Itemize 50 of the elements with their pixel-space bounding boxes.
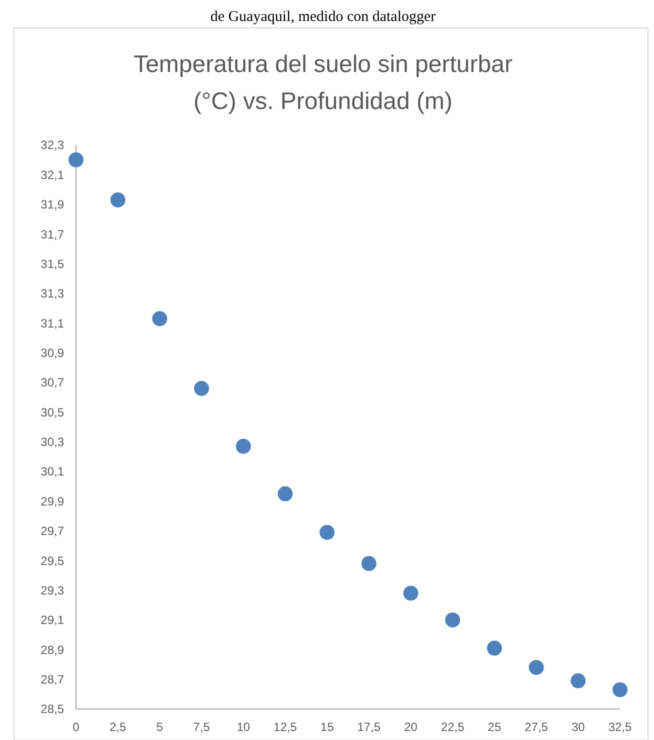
x-tick-label: 27,5 [524, 720, 548, 734]
y-tick-label: 31,3 [40, 286, 64, 301]
y-tick-label: 29,9 [40, 494, 64, 508]
y-tick-label: 30,1 [40, 464, 64, 479]
chart-title: Temperatura del suelo sin perturbar (°C) vs. Profundidad (m) [134, 51, 512, 115]
x-tick-label: 12,5 [274, 720, 298, 734]
x-tick-label: 10 [236, 720, 250, 734]
y-tick-label: 29,1 [40, 613, 64, 628]
point [570, 673, 586, 688]
y-tick-label: 31,5 [40, 256, 64, 271]
y-tick-label: 32,1 [40, 168, 64, 182]
x-tick-label: 7,5 [193, 720, 210, 734]
y-tick-label: 31,7 [40, 227, 64, 242]
y-tick-label: 29,5 [40, 554, 64, 568]
y-tick-label: 30,3 [40, 435, 64, 450]
point [278, 486, 293, 502]
y-tick-label: 28,7 [40, 672, 64, 687]
point [68, 152, 84, 168]
point [403, 586, 418, 601]
y-tick-label: 31,1 [40, 316, 64, 330]
point [486, 640, 502, 656]
y-tick-label: 31,9 [40, 198, 64, 212]
y-tick-label: 30,7 [40, 376, 64, 390]
x-tick-label: 15 [320, 720, 334, 734]
y-tick-label: 29,7 [40, 524, 64, 538]
point [110, 192, 126, 208]
x-tick-label: 17,5 [357, 720, 381, 734]
y-tick-label: 29,3 [40, 583, 64, 598]
text: de Guayaquil, medido con datalogger [210, 9, 436, 25]
point [445, 612, 460, 628]
point [194, 380, 210, 396]
y-tick-label: 32,3 [40, 138, 64, 152]
point [361, 556, 376, 572]
y-tick-label: 30,9 [40, 346, 64, 360]
y-tick-label: 28,5 [40, 702, 64, 716]
y-tick-label: 30,5 [40, 405, 64, 420]
x-tick-label: 5 [156, 720, 164, 734]
y-tick-label: 28,9 [40, 642, 64, 657]
x-tick-label: 22,5 [440, 720, 465, 734]
point [612, 682, 628, 698]
x-tick-label: 2,5 [110, 720, 127, 734]
x-tick-label: 25 [488, 720, 502, 734]
x-tick-label: 32,5 [608, 720, 632, 734]
x-tick-label: 20 [404, 720, 418, 734]
point [320, 524, 335, 540]
point [236, 438, 251, 454]
point [152, 311, 168, 326]
x-tick-label: 0 [72, 720, 80, 734]
x-tick-label: 30 [571, 720, 586, 734]
point [528, 660, 544, 675]
